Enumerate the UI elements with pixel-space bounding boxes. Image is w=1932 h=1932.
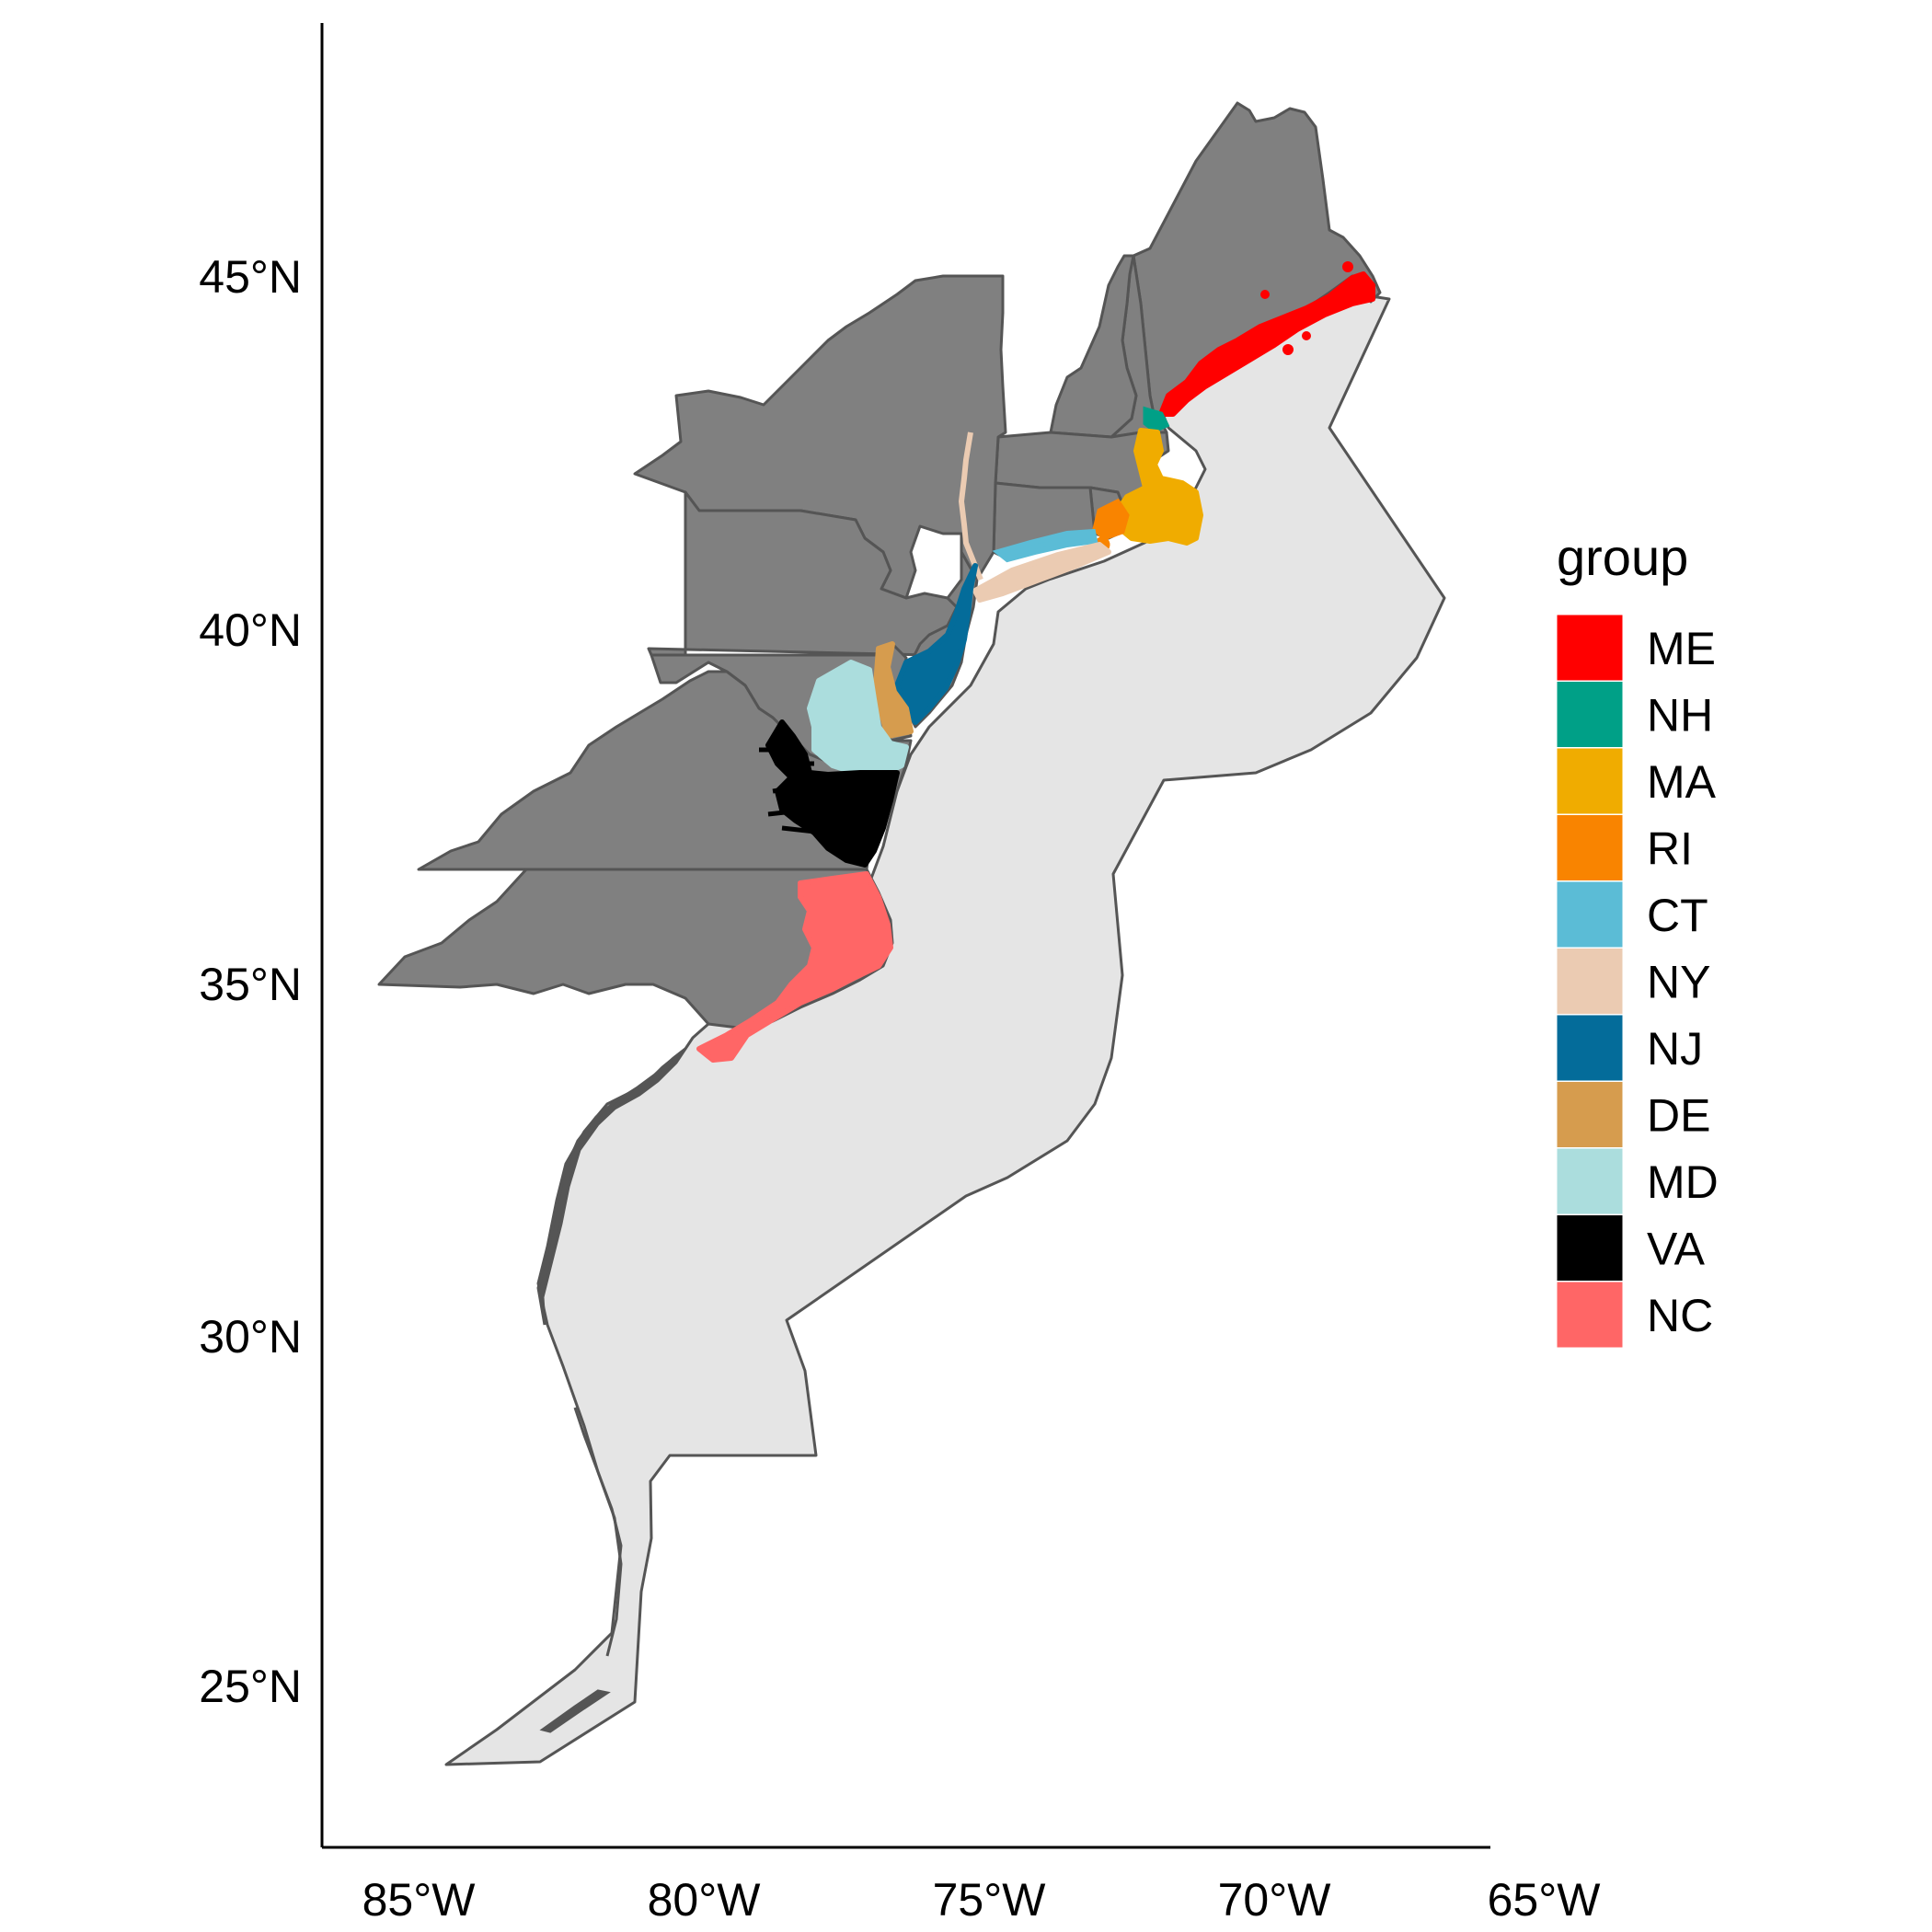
- legend-label-me: ME: [1647, 623, 1716, 674]
- group-nc-coast: [696, 871, 893, 1063]
- group-ma-coast: [1115, 428, 1203, 546]
- legend-key-me: [1556, 614, 1624, 682]
- group-md-coast: [807, 660, 909, 777]
- legend-label-nc: NC: [1647, 1290, 1713, 1341]
- legend-label-ct: CT: [1647, 890, 1708, 941]
- group-ct-coast: [992, 528, 1098, 563]
- group-de-coast: [873, 641, 914, 739]
- group-va-rivers: [759, 747, 824, 835]
- group-nh-coast: [1143, 406, 1170, 433]
- y-tick-label: 35°N: [199, 959, 302, 1010]
- group-ny-coast: [972, 542, 1111, 603]
- florida-keys: [539, 1689, 611, 1733]
- legend-label-md: MD: [1647, 1156, 1719, 1208]
- legend-title: group: [1557, 528, 1688, 586]
- x-tick-label: 85°W: [362, 1874, 477, 1926]
- legend-label-ri: RI: [1647, 823, 1693, 875]
- x-tick-label: 65°W: [1488, 1874, 1602, 1926]
- legend-label-va: VA: [1647, 1224, 1706, 1275]
- legend-label-ma: MA: [1647, 756, 1717, 808]
- group-ny-hudson: [958, 431, 983, 581]
- y-tick-label: 40°N: [199, 604, 302, 656]
- state-virginia: [417, 670, 908, 871]
- legend-label-nh: NH: [1647, 690, 1713, 742]
- x-tick-label: 80°W: [648, 1874, 762, 1926]
- legend-key-de: [1556, 1081, 1624, 1148]
- y-tick-label: 45°N: [199, 251, 302, 303]
- legend-key-ct: [1556, 880, 1624, 949]
- legend-key-ny: [1556, 948, 1624, 1015]
- legend-label-nj: NJ: [1647, 1023, 1703, 1075]
- florida-east-coast-detail: [573, 1407, 623, 1657]
- legend-key-va: [1556, 1214, 1624, 1282]
- legend-key-md: [1556, 1147, 1624, 1215]
- legend-label-ny: NY: [1647, 957, 1710, 1008]
- legend: group ME NH MA RI CT NY NJ DE MD VA NC: [1556, 528, 1719, 1349]
- x-tick-label: 70°W: [1218, 1874, 1332, 1926]
- group-me-coast: [1158, 271, 1375, 417]
- group-va-coast: [765, 719, 900, 868]
- group-nj-coast: [894, 563, 978, 725]
- legend-key-nj: [1556, 1014, 1624, 1082]
- legend-key-ri: [1556, 814, 1624, 881]
- y-tick-label: 30°N: [199, 1311, 302, 1363]
- legend-label-de: DE: [1647, 1090, 1710, 1142]
- state-vermont: [1049, 254, 1138, 439]
- legend-key-nh: [1556, 681, 1624, 748]
- legend-key-ma: [1556, 747, 1624, 815]
- y-tick-label: 25°N: [199, 1661, 302, 1712]
- state-north-carolina: [377, 868, 894, 1030]
- x-tick-label: 75°W: [933, 1874, 1047, 1926]
- legend-key-nc: [1556, 1281, 1624, 1349]
- southeast-coastline: [536, 1047, 687, 1326]
